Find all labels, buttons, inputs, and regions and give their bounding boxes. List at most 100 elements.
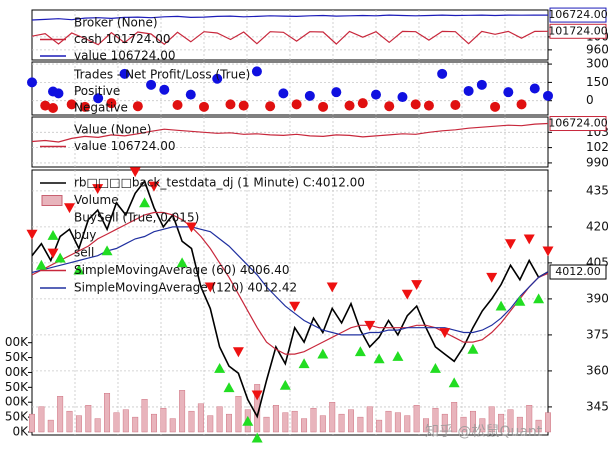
trade-marker bbox=[529, 83, 540, 94]
last-value-label: 4012.00 bbox=[555, 265, 601, 278]
trade-marker bbox=[185, 89, 196, 100]
trade-marker bbox=[251, 66, 262, 77]
trade-marker bbox=[159, 84, 170, 95]
volume-bar bbox=[507, 409, 514, 433]
trade-marker bbox=[66, 99, 77, 110]
signal-marker bbox=[317, 348, 329, 359]
volume-bar bbox=[47, 419, 54, 433]
volume-bar bbox=[122, 409, 129, 433]
trade-marker bbox=[318, 101, 329, 112]
volume-bar bbox=[188, 410, 195, 433]
volume-bar bbox=[226, 413, 232, 433]
signal-marker bbox=[326, 282, 338, 293]
signal-marker bbox=[242, 415, 254, 426]
trade-marker bbox=[146, 79, 157, 90]
signal-marker bbox=[129, 167, 141, 178]
trade-marker bbox=[238, 100, 249, 111]
trade-marker bbox=[278, 88, 289, 99]
volume-bar bbox=[29, 413, 35, 433]
trade-marker bbox=[397, 92, 408, 103]
trade-marker bbox=[27, 77, 37, 88]
volume-bar bbox=[291, 410, 298, 433]
signal-marker bbox=[392, 351, 404, 361]
trade-marker bbox=[331, 87, 342, 98]
volume-bar bbox=[366, 406, 373, 433]
y-tick-label: 390 bbox=[586, 291, 608, 305]
panel-title: Trades - Net Profit/Loss (True) bbox=[73, 68, 250, 82]
volume-bar bbox=[545, 412, 551, 433]
y2-tick-label: 50K bbox=[5, 410, 29, 424]
volume-bar bbox=[460, 416, 467, 433]
volume-bar bbox=[338, 413, 345, 433]
trade-marker bbox=[503, 87, 514, 98]
last-value-label: 101724.00 bbox=[548, 24, 608, 37]
legend-label: Volume bbox=[74, 193, 119, 207]
legend-label: Negative bbox=[74, 101, 128, 115]
trade-marker bbox=[357, 98, 368, 109]
last-value-tag bbox=[549, 116, 607, 132]
volume-bar bbox=[179, 390, 186, 433]
volume-bar bbox=[150, 413, 157, 433]
trade-marker bbox=[40, 100, 51, 111]
y-tick-label: 0 bbox=[586, 93, 594, 107]
legend-label: cash 101724.00 bbox=[74, 32, 171, 46]
trade-marker bbox=[543, 90, 553, 101]
signal-marker bbox=[495, 300, 507, 311]
y2-tick-label: 00K bbox=[5, 395, 29, 409]
signal-marker bbox=[411, 280, 423, 290]
volume-bar bbox=[404, 415, 411, 433]
y-tick-label: 420 bbox=[586, 219, 608, 233]
volume-bar bbox=[197, 403, 204, 433]
trade-marker bbox=[476, 79, 487, 90]
trade-marker bbox=[384, 101, 395, 112]
signal-marker bbox=[533, 293, 545, 304]
trade-marker bbox=[371, 89, 381, 100]
legend-label: value 106724.00 bbox=[74, 49, 175, 63]
signal-marker bbox=[298, 358, 310, 369]
signal-marker bbox=[439, 328, 451, 339]
signal-marker bbox=[54, 252, 66, 263]
y2-tick-label: 00K bbox=[5, 365, 29, 379]
signal-marker bbox=[64, 203, 76, 214]
volume-bar bbox=[376, 419, 383, 433]
signal-marker bbox=[364, 320, 376, 331]
volume-bar bbox=[282, 412, 289, 433]
volume-bar bbox=[423, 418, 430, 433]
y-tick-label: 345 bbox=[586, 399, 608, 413]
volume-bar bbox=[535, 419, 542, 433]
signal-marker bbox=[514, 295, 526, 306]
signal-marker bbox=[486, 272, 498, 283]
signal-marker bbox=[26, 229, 38, 240]
trade-marker bbox=[304, 90, 315, 101]
signal-marker bbox=[279, 379, 291, 390]
trade-marker bbox=[291, 99, 302, 110]
volume-bar bbox=[348, 409, 354, 433]
legend-label: value 106724.00 bbox=[74, 139, 175, 153]
series-line bbox=[31, 179, 549, 419]
signal-marker bbox=[232, 347, 244, 358]
volume-bar bbox=[263, 416, 270, 433]
trade-marker bbox=[410, 99, 421, 110]
signal-marker bbox=[448, 377, 460, 388]
y2-tick-label: 00K bbox=[5, 335, 29, 349]
series-line bbox=[31, 14, 548, 21]
trade-marker bbox=[212, 73, 223, 84]
signal-marker bbox=[214, 363, 226, 373]
signal-marker bbox=[148, 181, 160, 192]
volume-bar bbox=[394, 412, 401, 433]
trade-marker bbox=[172, 99, 183, 110]
signal-marker bbox=[73, 264, 85, 275]
volume-bar bbox=[66, 410, 73, 433]
volume-bar bbox=[385, 410, 392, 433]
volume-bar bbox=[132, 416, 139, 433]
trade-marker bbox=[93, 93, 104, 104]
trade-marker bbox=[490, 101, 501, 112]
signal-marker bbox=[467, 343, 479, 354]
legend-swatch bbox=[48, 103, 58, 113]
signal-marker bbox=[251, 390, 263, 401]
signal-marker bbox=[504, 239, 516, 250]
volume-bar bbox=[169, 418, 176, 433]
legend-group: BuySell (True, 0.015) bbox=[74, 211, 199, 225]
trade-marker bbox=[119, 68, 130, 79]
y-tick-label: 990 bbox=[586, 155, 608, 169]
